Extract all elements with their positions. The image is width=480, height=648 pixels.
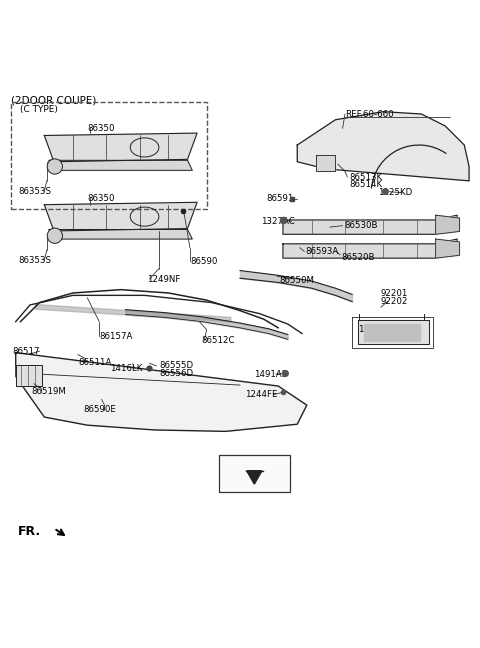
Polygon shape [44, 202, 197, 231]
Text: 86350: 86350 [88, 194, 115, 203]
Text: 18649B: 18649B [359, 325, 392, 334]
Text: 92201: 92201 [381, 290, 408, 299]
Text: 86517: 86517 [12, 347, 39, 356]
Text: FR.: FR. [18, 525, 41, 538]
Polygon shape [49, 160, 192, 170]
Text: (2DOOR COUPE): (2DOOR COUPE) [11, 96, 96, 106]
Text: 86511A: 86511A [79, 358, 112, 367]
Text: 86353S: 86353S [18, 256, 51, 265]
Polygon shape [364, 324, 420, 341]
Text: 86556D: 86556D [160, 369, 194, 378]
Text: 1125KD: 1125KD [378, 189, 413, 197]
Text: 1249NF: 1249NF [147, 275, 180, 284]
Text: REF.60-660: REF.60-660 [345, 110, 394, 119]
Polygon shape [49, 229, 192, 239]
Text: 86353S: 86353S [18, 187, 51, 196]
Polygon shape [16, 353, 307, 432]
Text: 86157A: 86157A [99, 332, 132, 341]
Text: 1491AD: 1491AD [254, 369, 288, 378]
Text: 86593A: 86593A [306, 247, 339, 256]
Text: 86550M: 86550M [279, 275, 314, 284]
Polygon shape [44, 133, 197, 162]
Text: 86530B: 86530B [344, 221, 378, 230]
Polygon shape [316, 155, 336, 171]
Polygon shape [247, 470, 262, 484]
Text: 12492: 12492 [240, 456, 268, 465]
Text: 1327AC: 1327AC [262, 217, 295, 226]
Bar [218, 456, 290, 492]
Text: 1244FE: 1244FE [245, 390, 277, 399]
Text: (C TYPE): (C TYPE) [21, 105, 59, 114]
Polygon shape [436, 239, 459, 258]
Text: 86513K: 86513K [350, 172, 383, 181]
Text: 86350: 86350 [88, 124, 115, 133]
Text: 86555D: 86555D [160, 362, 194, 371]
Text: 86590E: 86590E [84, 406, 116, 415]
Text: 86514K: 86514K [350, 179, 383, 189]
Text: 86519M: 86519M [31, 388, 66, 397]
Polygon shape [283, 215, 457, 235]
Text: 86520B: 86520B [341, 253, 375, 262]
Text: 86591: 86591 [266, 194, 294, 203]
Polygon shape [359, 320, 429, 344]
Text: 1416LK: 1416LK [110, 364, 143, 373]
Polygon shape [297, 111, 469, 181]
Polygon shape [283, 239, 457, 258]
Circle shape [47, 159, 62, 174]
Circle shape [47, 228, 62, 244]
Text: 86512C: 86512C [202, 336, 235, 345]
Text: 86590: 86590 [190, 257, 217, 266]
Polygon shape [436, 215, 459, 235]
Polygon shape [16, 365, 42, 386]
Text: 92202: 92202 [381, 297, 408, 306]
